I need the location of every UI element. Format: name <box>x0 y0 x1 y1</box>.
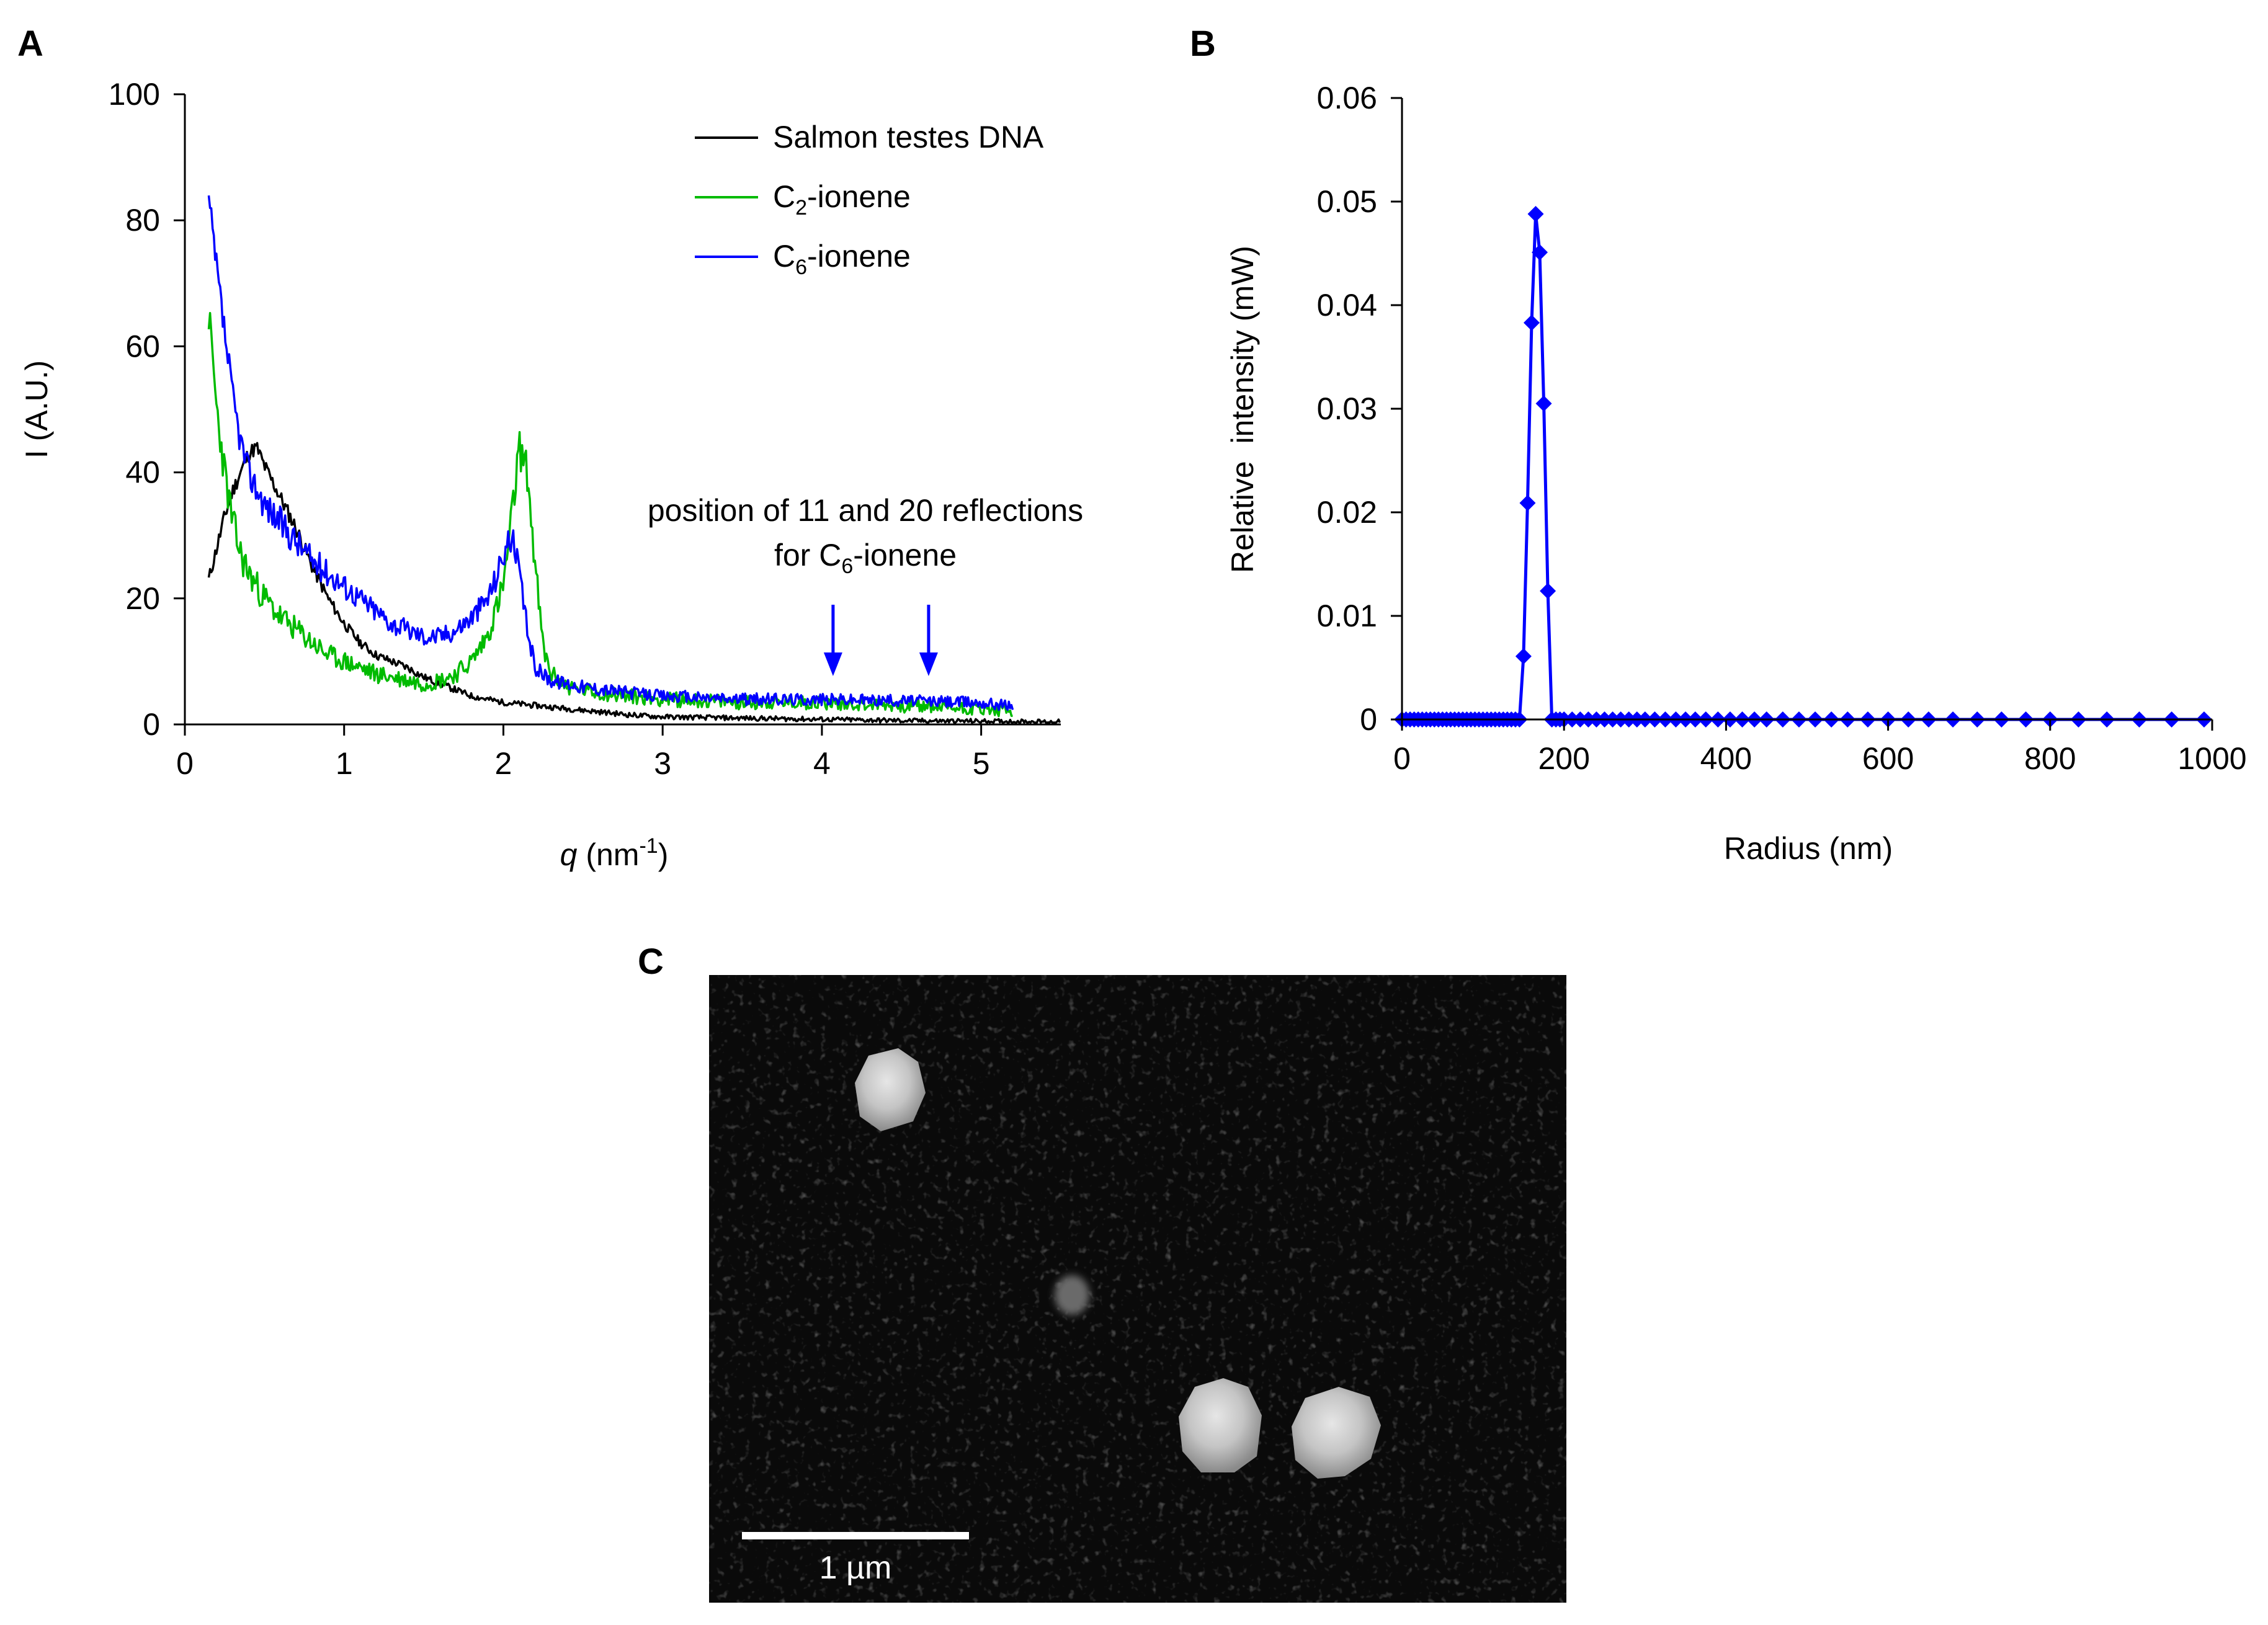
chart-b-point <box>1523 314 1540 331</box>
chart-b: 0 200 400 600 800 1000 0 0.01 0.02 0.03 0.04 0.05 0.… <box>1225 81 2247 866</box>
chart-b-y-tick-label: 0.06 <box>1317 81 1377 115</box>
chart-a-x-label: q (nm-1) <box>560 834 669 872</box>
sem-micrograph: 1 µm <box>709 975 1566 1603</box>
particle-bottom-right <box>1292 1387 1381 1479</box>
chart-a-y-label: I (A.U.) <box>19 360 54 458</box>
chart-b-y-tick-label: 0.04 <box>1317 288 1377 323</box>
chart-b-point <box>1519 494 1536 511</box>
particle-small-faint <box>1055 1275 1089 1315</box>
chart-a-x-label-close: ) <box>658 837 669 872</box>
micrograph-grain <box>709 975 1566 1603</box>
panel-letter-a: A <box>17 24 43 64</box>
chart-a-x-tick-label: 3 <box>654 746 671 781</box>
chart-a: 0 1 2 3 4 5 0 20 40 60 80 100 I (A.U.) q (nm-1) Sal… <box>19 77 1083 872</box>
chart-a-annotation-arrows <box>823 605 938 676</box>
chart-b-series <box>1394 206 2212 728</box>
chart-a-tick-labels: 0 1 2 3 4 5 0 20 40 60 80 100 <box>109 77 990 781</box>
chart-b-y-label: Relative intensity (mW) <box>1225 246 1260 573</box>
chart-a-x-tick-label: 0 <box>176 746 194 781</box>
chart-a-x-tick-label: 1 <box>336 746 353 781</box>
chart-b-series-line <box>1402 212 2204 721</box>
chart-b-y-tick-label: 0.05 <box>1317 184 1377 219</box>
legend-label-salmon-dna: Salmon testes DNA <box>773 120 1044 154</box>
chart-a-y-tick-label: 80 <box>125 203 160 238</box>
chart-a-y-tick-label: 20 <box>125 581 160 616</box>
chart-a-annotation-line2: for C6-ionene <box>774 538 957 578</box>
chart-b-point <box>1532 244 1548 260</box>
chart-b-x-tick-label: 0 <box>1393 741 1411 776</box>
particle-top-left <box>855 1048 926 1131</box>
chart-b-point <box>1515 648 1532 665</box>
chart-a-x-tick-label: 4 <box>813 746 831 781</box>
chart-b-tick-labels: 0 200 400 600 800 1000 0 0.01 0.02 0.03 0.04 0.05 0.… <box>1317 81 2247 776</box>
chart-a-x-tick-label: 2 <box>495 746 512 781</box>
chart-b-y-tick-label: 0.01 <box>1317 599 1377 633</box>
chart-b-point <box>1535 395 1552 412</box>
scale-bar-label: 1 µm <box>819 1550 892 1586</box>
legend-label-c2-ionene: C2-ionene <box>773 179 911 220</box>
chart-b-x-label: Radius (nm) <box>1724 831 1893 866</box>
chart-a-y-tick-label: 60 <box>125 329 160 363</box>
chart-b-x-tick-label: 200 <box>1538 741 1589 776</box>
chart-a-x-label-sup: -1 <box>639 834 658 858</box>
chart-b-point <box>1527 206 1544 223</box>
chart-a-y-tick-label: 40 <box>125 455 160 490</box>
chart-a-x-label-var: q <box>560 837 578 872</box>
chart-a-ticks <box>174 93 983 736</box>
legend-label-c6-ionene: C6-ionene <box>773 239 911 279</box>
chart-b-ticks <box>1391 97 2213 731</box>
chart-a-y-tick-label: 0 <box>143 707 160 742</box>
annotation-arrow-head-2 <box>919 652 938 676</box>
chart-b-x-tick-label: 800 <box>2024 741 2076 776</box>
particle-bottom-middle <box>1179 1378 1262 1472</box>
chart-b-y-tick-label: 0 <box>1360 702 1377 737</box>
chart-b-x-tick-label: 1000 <box>2177 741 2246 776</box>
chart-a-legend: Salmon testes DNA C2-ionene C6-ionene <box>695 120 1044 279</box>
chart-a-series <box>207 195 1061 724</box>
chart-b-point <box>1540 582 1556 599</box>
chart-b-x-tick-label: 600 <box>1862 741 1914 776</box>
chart-a-x-tick-label: 5 <box>973 746 990 781</box>
chart-a-annotation-line1: position of 11 and 20 reflections <box>648 493 1083 528</box>
chart-b-y-tick-label: 0.03 <box>1317 391 1377 426</box>
chart-b-y-tick-label: 0.02 <box>1317 495 1377 530</box>
chart-a-series-line-1 <box>207 442 1061 724</box>
panel-letter-b: B <box>1190 24 1216 64</box>
chart-b-x-tick-label: 400 <box>1700 741 1752 776</box>
chart-a-series-line-3 <box>207 195 1014 711</box>
annotation-arrow-head-1 <box>823 652 842 676</box>
chart-a-y-tick-label: 100 <box>109 77 160 112</box>
chart-a-x-label-unit: (nm <box>577 837 639 872</box>
panel-letter-c: C <box>638 942 664 982</box>
